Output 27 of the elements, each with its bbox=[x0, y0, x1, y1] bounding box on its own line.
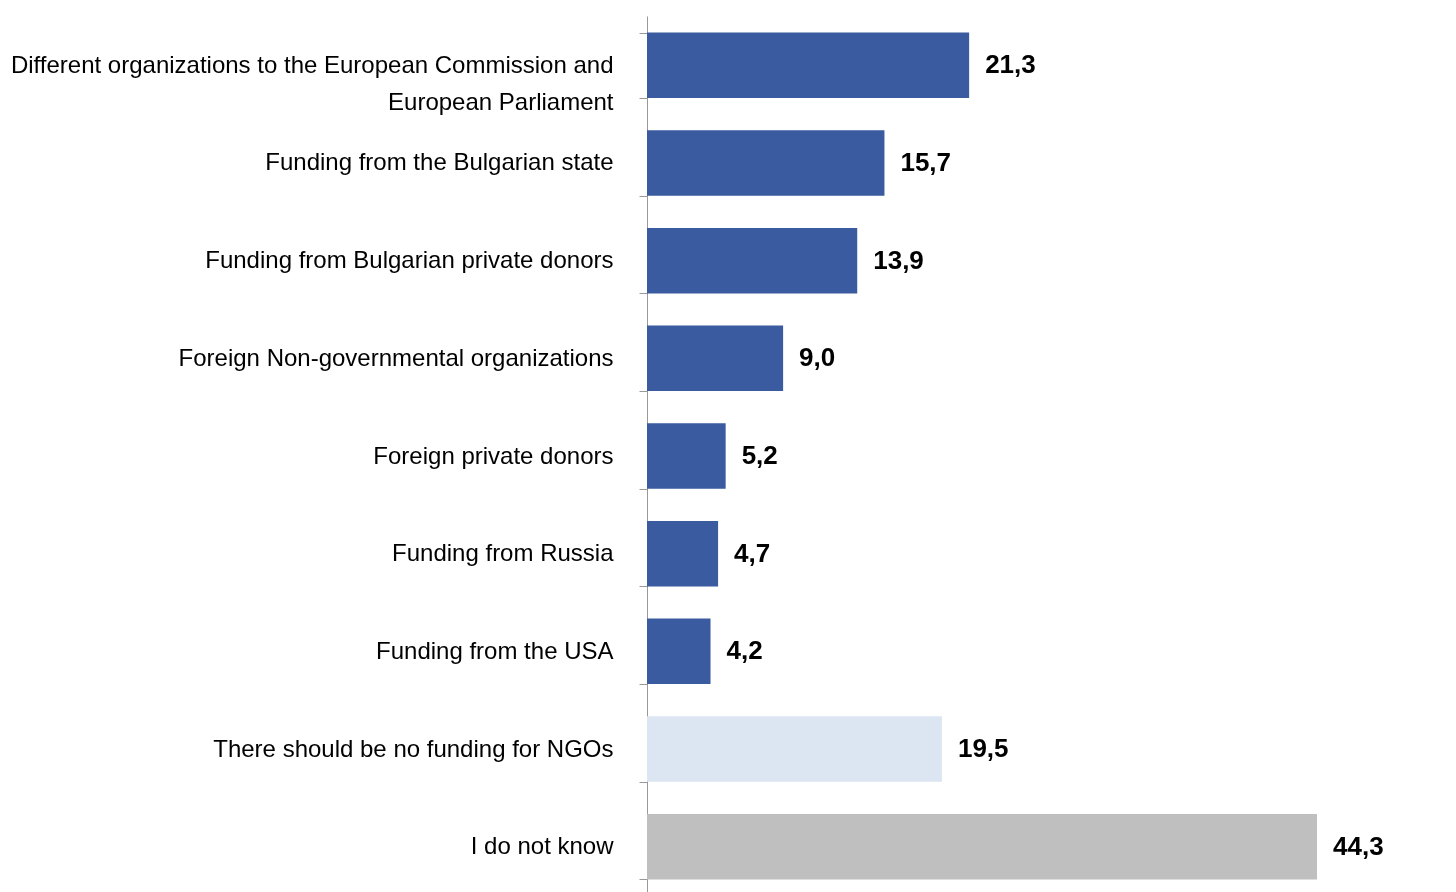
bar bbox=[647, 227, 858, 294]
bar bbox=[647, 520, 719, 587]
bar bbox=[647, 716, 942, 782]
data-label: 44,3 bbox=[1333, 830, 1384, 861]
bar bbox=[647, 813, 1317, 880]
y-tick-label: There should be no funding for NGOs bbox=[213, 734, 614, 762]
data-label: 21,3 bbox=[985, 49, 1036, 80]
y-tick-label: Funding from the Bulgarian state bbox=[265, 148, 614, 176]
bar bbox=[647, 130, 885, 196]
data-label: 13,9 bbox=[873, 244, 924, 275]
bar bbox=[647, 325, 784, 392]
bar bbox=[647, 618, 711, 685]
data-label: 9,0 bbox=[799, 342, 836, 373]
y-tick-label: I do not know bbox=[470, 832, 615, 860]
data-label: 15,7 bbox=[900, 146, 952, 177]
data-label: 4,7 bbox=[734, 537, 771, 568]
y-tick-label: Different organizations to the European Commission and European Parliament bbox=[10, 50, 614, 115]
bar bbox=[647, 32, 970, 99]
y-tick-label: Funding from Bulgarian private donors bbox=[205, 246, 614, 274]
bar bbox=[647, 423, 726, 489]
data-label: 19,5 bbox=[957, 733, 1009, 764]
y-tick-label: Funding from the USA bbox=[376, 636, 614, 664]
y-tick-label: Foreign private donors bbox=[373, 441, 614, 469]
y-tick-label: Funding from Russia bbox=[392, 539, 615, 567]
data-label: 4,2 bbox=[726, 635, 763, 666]
y-tick-label: Foreign Non-governmental organizations bbox=[178, 343, 614, 371]
data-label: 5,2 bbox=[741, 440, 778, 470]
